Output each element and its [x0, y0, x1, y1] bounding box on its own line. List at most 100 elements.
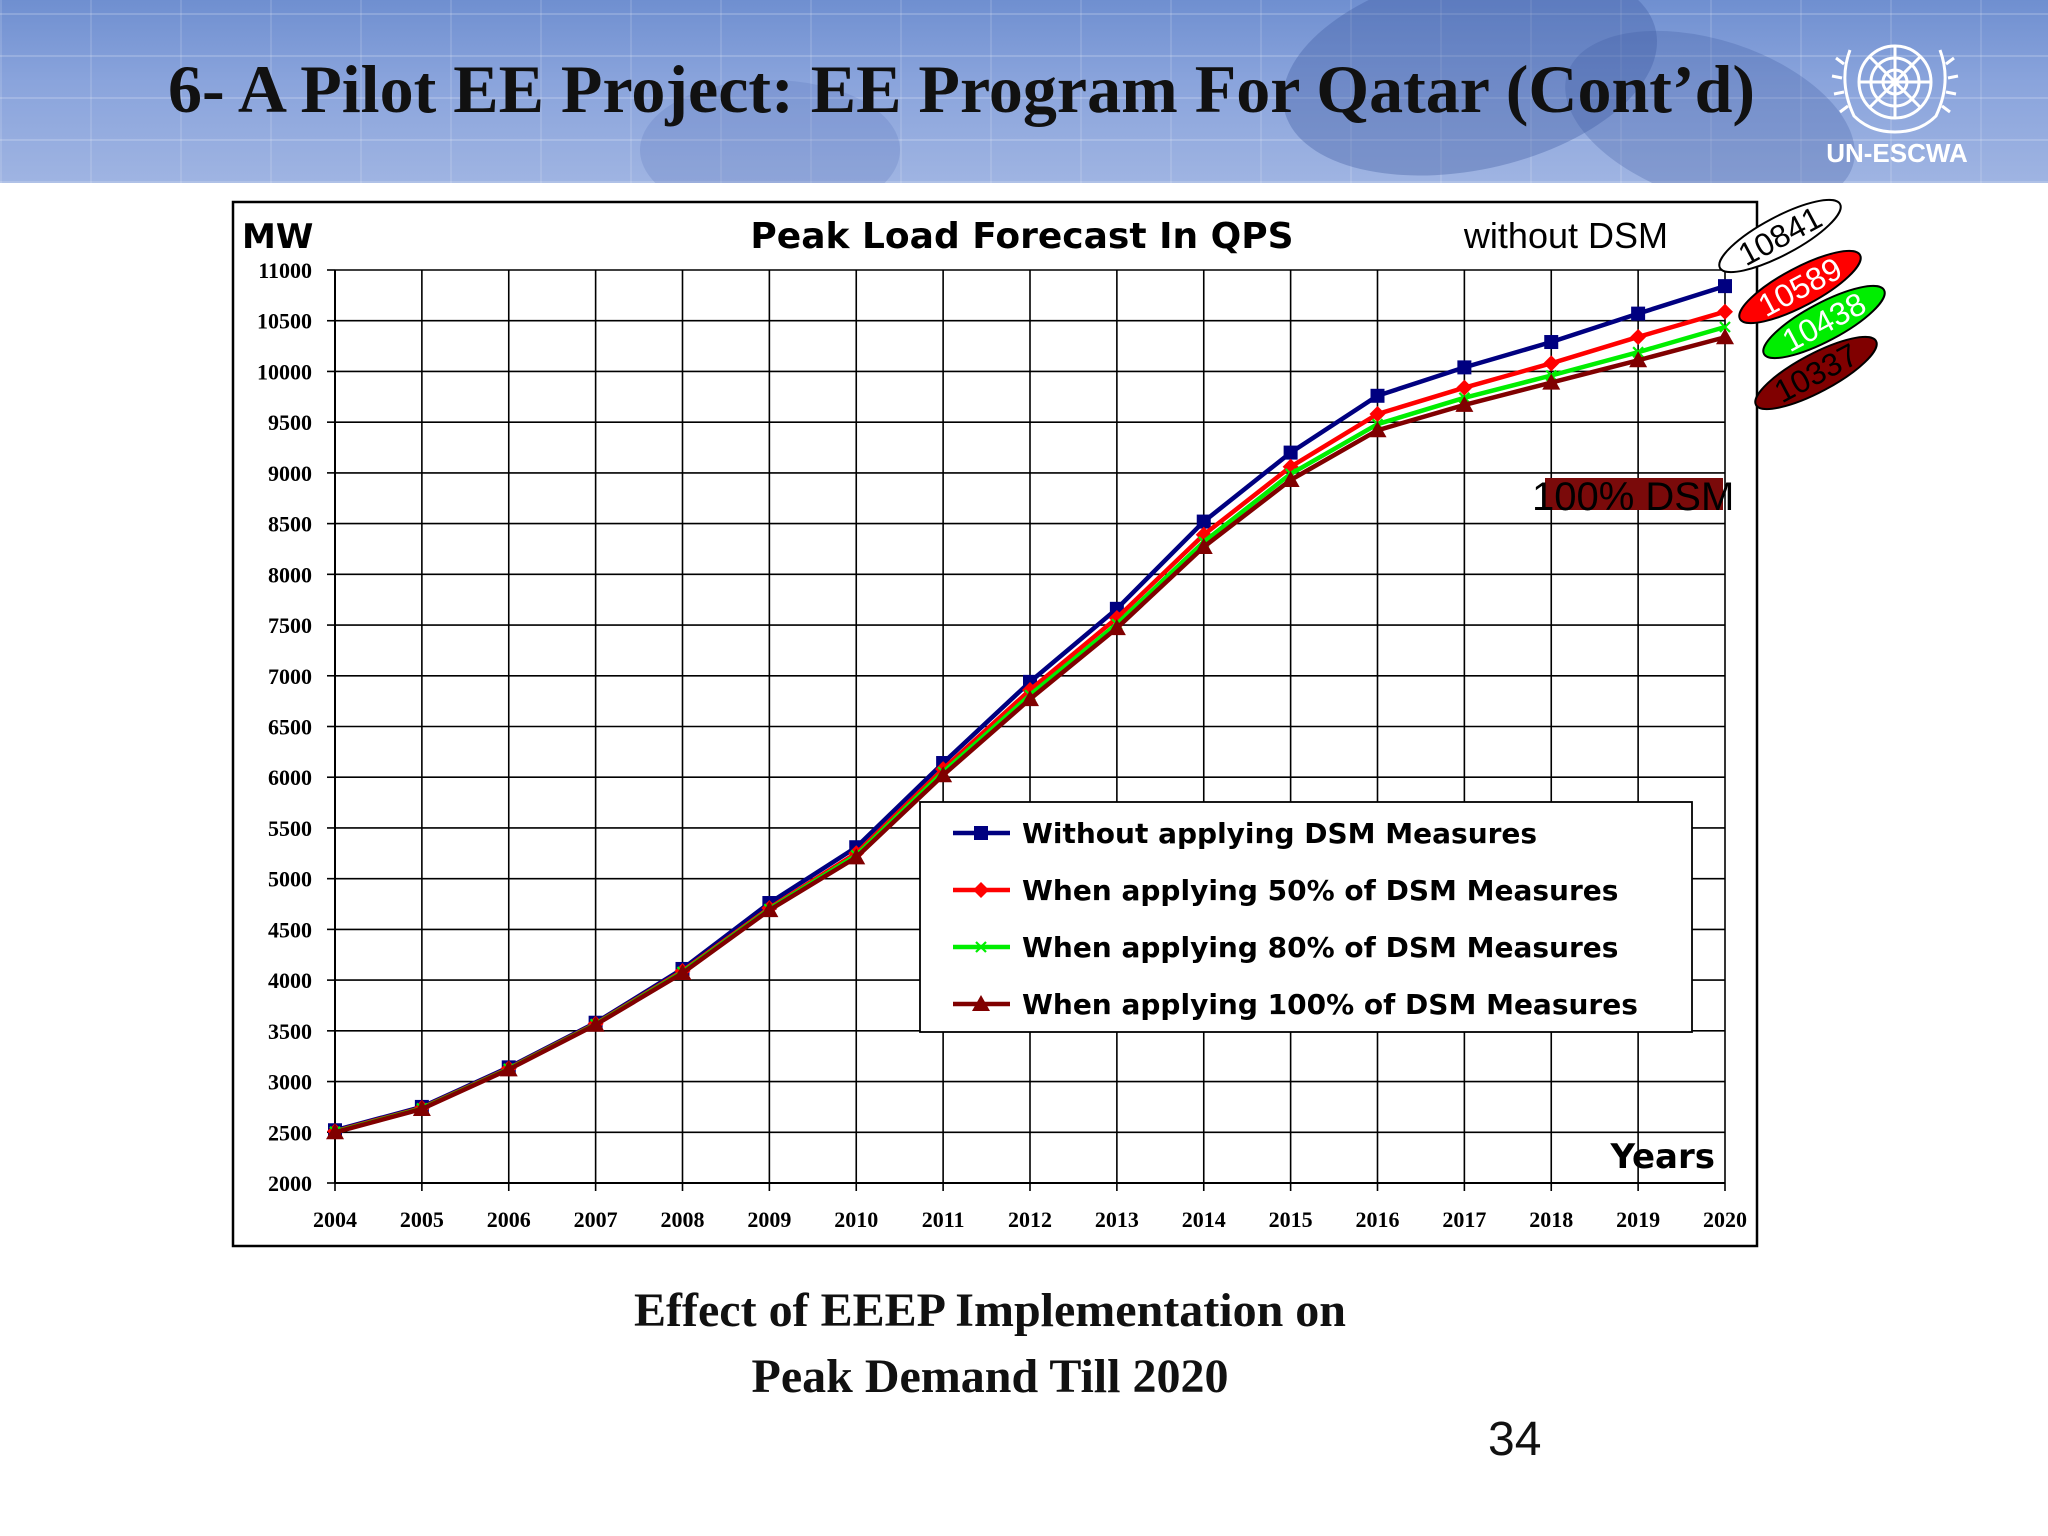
square-marker [1196, 514, 1211, 529]
banner-map-grid [0, 0, 2048, 183]
end-value-oval [1738, 249, 1862, 325]
y-tick-label: 2000 [268, 1171, 312, 1196]
triangle-marker [499, 1060, 518, 1077]
square-marker [974, 826, 988, 840]
triangle-marker [1194, 537, 1213, 554]
x-marker [975, 941, 987, 953]
triangle-marker [1455, 395, 1474, 412]
x-tick-label: 2014 [1182, 1207, 1226, 1232]
y-tick-label: 8500 [268, 512, 312, 537]
y-tick-label: 7000 [268, 664, 312, 689]
y-tick-label: 9500 [268, 410, 312, 435]
square-marker [1283, 445, 1298, 460]
x-tick-label: 2009 [747, 1207, 791, 1232]
y-tick-label: 6500 [268, 715, 312, 740]
x-tick-label: 2013 [1095, 1207, 1139, 1232]
diamond-marker [1456, 379, 1473, 396]
triangle-marker [760, 901, 779, 918]
without-dsm-annotation: without DSM [1463, 215, 1668, 256]
chart-series [326, 279, 1734, 1140]
square-marker [1544, 335, 1559, 350]
y-tick-label: 5000 [268, 867, 312, 892]
triangle-marker [972, 995, 990, 1011]
chart-axes: 2000 2500 3000 3500 4000 4500 5000 5500 6000 6500… [242, 216, 1747, 1232]
x-tick-label: 2006 [487, 1207, 531, 1232]
end-value-oval [1762, 284, 1886, 360]
x-tick-label: 2020 [1703, 1207, 1747, 1232]
y-tick-label: 10500 [257, 309, 312, 334]
triangle-marker [1629, 351, 1648, 368]
full-dsm-annotation-box [1545, 478, 1723, 510]
banner-map-shape [640, 80, 900, 183]
y-tick-label: 3000 [268, 1070, 312, 1095]
diamond-marker [1630, 328, 1647, 345]
x-tick-label: 2017 [1442, 1207, 1486, 1232]
y-tick-label: 11000 [258, 258, 312, 283]
legend-entry: When applying 50% of DSM Measures [953, 874, 1618, 907]
y-tick-label: 8000 [268, 562, 312, 587]
slide-title: 6- A Pilot EE Project: EE Program For Qa… [168, 51, 1756, 127]
square-marker [1457, 360, 1472, 375]
triangle-marker [326, 1123, 344, 1140]
legend-label: When applying 100% of DSM Measures [1022, 988, 1638, 1021]
y-tick-label: 9000 [268, 461, 312, 486]
triangle-marker [412, 1099, 431, 1116]
series-4 [326, 328, 1734, 1140]
x-tick-label: 2015 [1269, 1207, 1313, 1232]
x-tick-label: 2012 [1008, 1207, 1052, 1232]
legend-label: When applying 50% of DSM Measures [1022, 874, 1618, 907]
triangle-marker [1542, 373, 1561, 390]
x-marker [1719, 321, 1731, 333]
legend-entry: When applying 80% of DSM Measures [953, 931, 1618, 964]
square-marker [1718, 279, 1732, 294]
end-value-oval [1754, 335, 1878, 411]
x-axis-label: Years [1609, 1137, 1715, 1177]
triangle-marker [1281, 470, 1300, 487]
x-tick-label: 2019 [1616, 1207, 1660, 1232]
diamond-marker [1543, 355, 1560, 372]
legend-label: Without applying DSM Measures [1022, 817, 1537, 850]
y-tick-label: 7500 [268, 613, 312, 638]
y-tick-label: 5500 [268, 816, 312, 841]
full-dsm-annotation: 100% DSM [1532, 475, 1734, 519]
chart-legend: Without applying DSM Measures When applyi… [919, 801, 1693, 1033]
x-tick-label: 2007 [574, 1207, 618, 1232]
y-tick-label: 10000 [257, 359, 312, 384]
triangle-marker [1368, 421, 1387, 438]
square-marker [1631, 306, 1646, 321]
x-tick-label: 2010 [834, 1207, 878, 1232]
x-tick-label: 2016 [1356, 1207, 1400, 1232]
triangle-marker [586, 1015, 605, 1032]
x-tick-label: 2005 [400, 1207, 444, 1232]
y-tick-label: 4500 [268, 917, 312, 942]
end-value-oval [1718, 198, 1842, 274]
x-tick-label: 2008 [661, 1207, 705, 1232]
square-marker [1370, 388, 1385, 403]
triangle-marker [1021, 690, 1039, 707]
legend-entry: Without applying DSM Measures [953, 817, 1537, 850]
caption-line-2: Peak Demand Till 2020 [751, 1350, 1229, 1403]
logo-label: UN-ESCWA [1826, 138, 1968, 168]
diamond-marker [1369, 406, 1386, 423]
y-tick-label: 6000 [268, 765, 312, 790]
y-tick-label: 4000 [268, 968, 312, 993]
x-tick-label: 2004 [313, 1207, 357, 1232]
legend-box [919, 801, 1693, 1033]
triangle-marker [1107, 619, 1126, 636]
un-emblem-icon [1831, 44, 1959, 134]
page-number: 34 [1488, 1413, 1542, 1466]
triangle-marker [1716, 328, 1734, 345]
triangle-marker [934, 766, 953, 783]
header-banner [0, 0, 2048, 183]
legend-entry: When applying 100% of DSM Measures [953, 988, 1638, 1021]
triangle-marker [673, 964, 692, 981]
slide-caption: Effect of EEEP Implementation on Peak De… [540, 1278, 1440, 1410]
caption-line-1: Effect of EEEP Implementation on [634, 1284, 1346, 1337]
y-axis-label: MW [242, 217, 313, 257]
y-tick-label: 3500 [268, 1019, 312, 1044]
x-tick-label: 2011 [922, 1207, 965, 1232]
diamond-marker [973, 882, 989, 898]
triangle-marker [847, 848, 866, 865]
diamond-marker [1717, 303, 1733, 320]
